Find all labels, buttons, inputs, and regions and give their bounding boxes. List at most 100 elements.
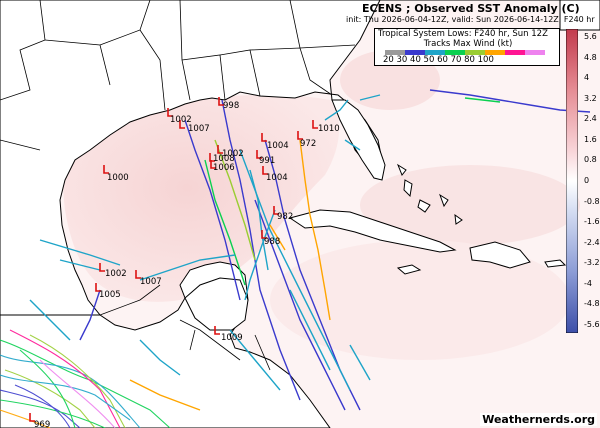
low-marker bbox=[312, 120, 318, 129]
low-marker bbox=[297, 131, 303, 140]
pressure-label: 1008 bbox=[213, 154, 235, 164]
colorbar-tick: 0 bbox=[584, 176, 590, 185]
low-markers bbox=[29, 97, 318, 422]
pressure-label: 1007 bbox=[188, 124, 210, 134]
track bbox=[29, 299, 71, 341]
track bbox=[244, 209, 276, 301]
low-marker bbox=[217, 145, 223, 154]
political-borders bbox=[0, 0, 356, 371]
low-marker bbox=[273, 206, 279, 215]
low-marker bbox=[99, 263, 105, 272]
track bbox=[269, 224, 286, 251]
land-florida bbox=[331, 99, 386, 181]
legend-swatch bbox=[385, 50, 405, 55]
colorbar-tick: -4.8 bbox=[584, 299, 600, 309]
credit-label: Weathernerds.org bbox=[480, 413, 597, 426]
low-marker bbox=[209, 153, 215, 162]
low-marker bbox=[214, 326, 220, 335]
pressure-label: 969 bbox=[34, 420, 50, 428]
land-cuba bbox=[288, 209, 457, 253]
pressure-label: 1004 bbox=[267, 141, 289, 151]
low-marker bbox=[261, 133, 267, 142]
pressure-label: 988 bbox=[264, 237, 280, 247]
low-marker bbox=[261, 230, 267, 239]
legend-swatch bbox=[445, 50, 465, 55]
colorbar-tick: 4 bbox=[584, 73, 590, 83]
legend-values: 20 30 40 50 60 70 80 100 bbox=[383, 55, 494, 65]
pressure-label: 1009 bbox=[221, 333, 243, 343]
track bbox=[39, 239, 121, 266]
colorbar-tick: -3.2 bbox=[584, 258, 600, 268]
tropical-title: Tropical System Lows: F240 hr, Sun 12Z bbox=[378, 29, 548, 39]
pressure-label: 972 bbox=[300, 139, 316, 149]
chart-title: ECENS ; Observed SST Anomaly (C) bbox=[362, 2, 580, 15]
track bbox=[249, 169, 269, 271]
legend-swatch bbox=[525, 50, 545, 55]
colorbar-tick: -4 bbox=[584, 278, 592, 288]
track bbox=[139, 254, 236, 281]
pressure-label: 1000 bbox=[107, 173, 129, 183]
low-marker bbox=[167, 108, 173, 117]
land-jamaica bbox=[396, 264, 422, 275]
land-yucatan bbox=[184, 277, 249, 331]
low-marker bbox=[218, 97, 224, 106]
track bbox=[429, 89, 591, 113]
caribbean-anomaly-patch bbox=[360, 165, 580, 245]
track bbox=[214, 139, 256, 261]
track bbox=[349, 344, 371, 381]
pressure-label: 982 bbox=[277, 212, 293, 222]
low-marker bbox=[262, 166, 268, 175]
track bbox=[289, 289, 331, 371]
legend-swatch bbox=[425, 50, 445, 55]
track bbox=[59, 259, 101, 271]
track bbox=[221, 99, 301, 401]
colorbar-gradient bbox=[565, 28, 579, 334]
pressure-labels: 998 1002 1007 1010 972 1004 1002 1008 99… bbox=[34, 101, 340, 428]
pressure-label: 1002 bbox=[222, 149, 244, 159]
low-marker bbox=[29, 413, 35, 422]
pressure-label: 1010 bbox=[318, 124, 340, 134]
init-valid-line: init: Thu 2026-06-04-12Z, valid: Sun 202… bbox=[346, 15, 595, 24]
colorbar-tick: -2.4 bbox=[584, 237, 600, 247]
land-puerto-rico bbox=[544, 259, 567, 268]
legend-swatch bbox=[465, 50, 485, 55]
colorbar-tick: 2.4 bbox=[584, 114, 597, 124]
pressure-label: 1006 bbox=[213, 163, 235, 173]
track bbox=[254, 199, 346, 411]
land-hispaniola bbox=[469, 241, 531, 269]
colorbar-tick: 0.8 bbox=[584, 155, 597, 165]
colorbar bbox=[565, 28, 579, 334]
track bbox=[324, 99, 349, 121]
track bbox=[129, 379, 201, 411]
track bbox=[344, 139, 361, 151]
colorbar-tick: 5.6 bbox=[584, 32, 597, 41]
low-marker bbox=[95, 283, 101, 292]
colorbar-tick: 4.8 bbox=[584, 52, 597, 62]
low-marker bbox=[210, 160, 216, 169]
legend-color-bar bbox=[385, 50, 545, 55]
colorbar-tick: 3.2 bbox=[584, 93, 597, 103]
gulf-anomaly bbox=[63, 94, 340, 302]
low-marker bbox=[103, 165, 109, 174]
track bbox=[464, 97, 501, 103]
track-cluster bbox=[0, 329, 171, 428]
track bbox=[229, 329, 281, 391]
track bbox=[79, 289, 101, 341]
low-marker bbox=[256, 150, 262, 159]
colorbar-tick: -1.6 bbox=[584, 217, 600, 227]
track bbox=[359, 94, 381, 101]
colorbar-tick: 1.6 bbox=[584, 134, 597, 144]
pressure-label: 1002 bbox=[105, 269, 127, 279]
pressure-label: 998 bbox=[223, 101, 239, 111]
low-marker bbox=[135, 270, 141, 279]
pressure-label: 1002 bbox=[170, 115, 192, 125]
colorbar-tick: -5.6 bbox=[584, 320, 600, 329]
legend-swatch bbox=[505, 50, 525, 55]
legend-swatch bbox=[485, 50, 505, 55]
pressure-label: 1007 bbox=[140, 277, 162, 287]
colorbar-tick: -0.8 bbox=[584, 196, 600, 206]
track bbox=[299, 139, 331, 321]
track bbox=[204, 159, 246, 286]
